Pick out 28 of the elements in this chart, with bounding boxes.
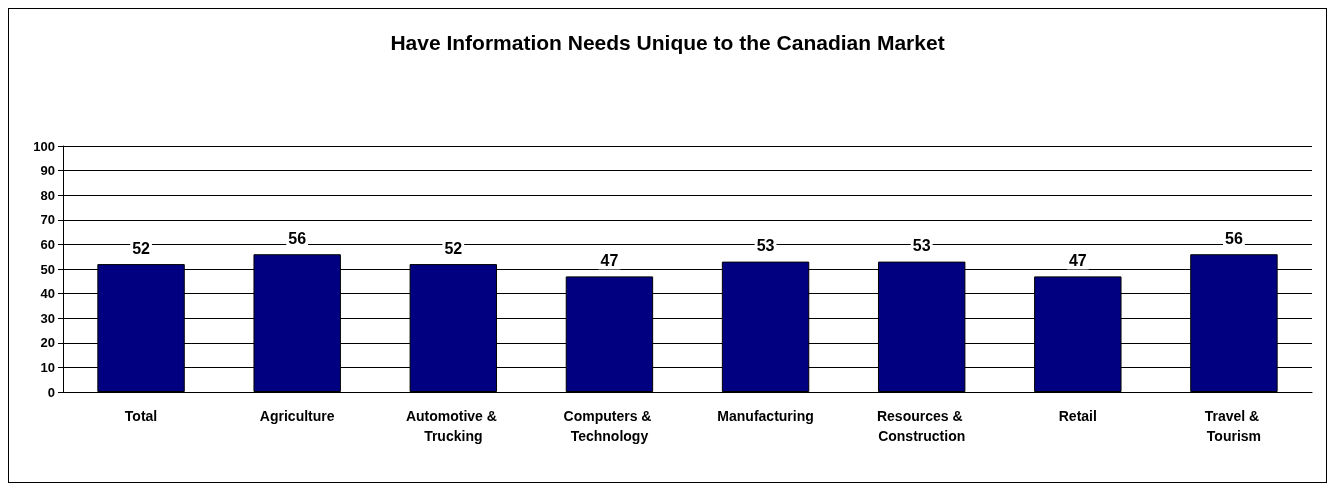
data-label: 52	[132, 239, 151, 257]
x-tick-label: Travel & Tourism	[1204, 408, 1264, 444]
x-tick-label: Agriculture	[259, 408, 335, 424]
data-label: 47	[600, 251, 619, 269]
data-label: 53	[912, 237, 931, 255]
data-label: 53	[756, 237, 775, 255]
y-tick-label: 40	[40, 286, 55, 302]
data-label: 56	[1225, 229, 1243, 247]
y-tick-label: 20	[40, 335, 55, 351]
chart-title: Have Information Needs Unique to the Canadian Market	[390, 31, 945, 54]
y-tick-label: 90	[40, 163, 55, 179]
x-tick-label: Automotive & Trucking	[405, 408, 501, 444]
y-tick-label: 0	[47, 384, 55, 400]
x-tick-label: Retail	[1058, 408, 1097, 424]
x-tick-label: Computers & Technology	[563, 408, 656, 444]
data-label: 47	[1068, 251, 1087, 269]
y-tick-label: 60	[40, 236, 55, 252]
y-tick-label: 50	[40, 261, 55, 277]
y-tick-label: 80	[40, 187, 55, 203]
x-tick-label: Total	[124, 408, 158, 424]
y-tick-label: 70	[40, 212, 55, 228]
x-tick-label: Manufacturing	[717, 408, 814, 424]
y-tick-label: 100	[33, 138, 55, 154]
y-tick-label: 30	[40, 310, 55, 326]
x-tick-label: Resources & Construction	[876, 408, 967, 444]
y-tick-label: 10	[40, 359, 55, 375]
data-label: 56	[288, 229, 307, 247]
data-label: 52	[444, 239, 463, 257]
